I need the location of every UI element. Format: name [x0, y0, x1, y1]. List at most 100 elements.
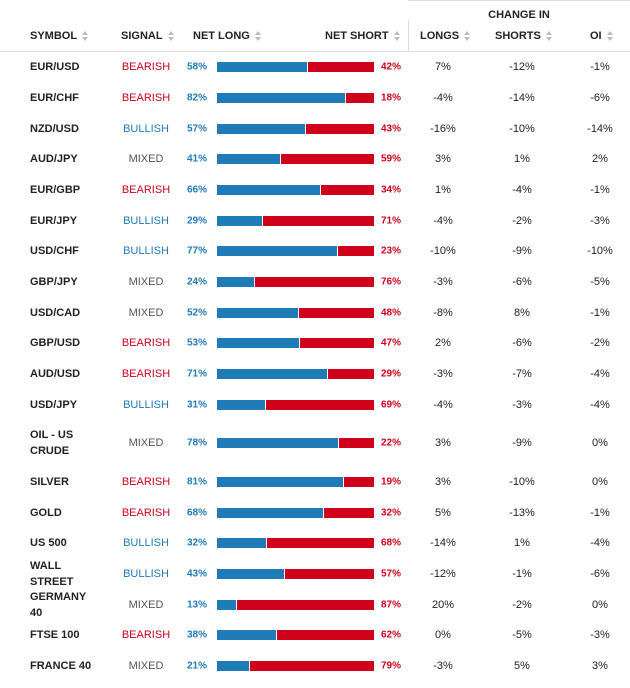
table-row[interactable]: AUD/USD BEARISH 71% 29% -3% -7% -4% — [0, 358, 630, 389]
table-row[interactable]: NZD/USD BULLISH 57% 43% -16% -10% -14% — [0, 113, 630, 144]
sentiment-bar — [217, 630, 374, 640]
sort-net-short-header[interactable]: NET SHORT — [325, 30, 400, 42]
net-short-percent: 43% — [381, 123, 402, 134]
symbol-link[interactable]: FTSE 100 — [30, 629, 80, 641]
longs-change: -14% — [430, 537, 456, 549]
oi-header-label: OI — [590, 30, 602, 42]
symbol-link[interactable]: SILVER — [30, 475, 69, 488]
table-row[interactable]: GBP/JPY MIXED 24% 76% -3% -6% -5% — [0, 266, 630, 297]
signal-label: BULLISH — [123, 398, 169, 411]
signal-label: BULLISH — [123, 245, 169, 257]
sort-signal-header[interactable]: SIGNAL — [121, 30, 174, 42]
change-in-label: CHANGE IN — [488, 9, 550, 21]
net-short-percent: 71% — [381, 215, 402, 226]
sort-arrows-icon — [464, 31, 471, 41]
oi-change: -1% — [590, 306, 610, 319]
table-row[interactable]: USD/CHF BULLISH 77% 23% -10% -9% -10% — [0, 236, 630, 266]
symbol-link[interactable]: AUD/USD — [30, 367, 81, 380]
symbol-link[interactable]: WALL STREET — [30, 559, 74, 588]
longs-change: -4% — [433, 398, 453, 411]
net-short-percent: 48% — [381, 307, 402, 318]
shorts-change: -4% — [512, 183, 532, 196]
table-row[interactable]: USD/JPY BULLISH 31% 69% -4% -3% -4% — [0, 389, 630, 420]
sentiment-bar — [217, 92, 374, 103]
symbol-link[interactable]: GOLD — [30, 506, 62, 519]
symbol-link[interactable]: EUR/JPY — [30, 214, 78, 227]
oi-change: 3% — [592, 659, 608, 672]
shorts-change: -7% — [512, 367, 532, 380]
oi-change: -3% — [590, 214, 610, 227]
table-row[interactable]: US 500 BULLISH 32% 68% -14% 1% -4% — [0, 528, 630, 558]
net-short-percent: 79% — [381, 660, 402, 671]
symbol-link[interactable]: GERMANY 40 — [30, 590, 87, 619]
shorts-change: 8% — [514, 306, 530, 319]
net-long-fill — [217, 630, 277, 640]
sort-shorts-header[interactable]: SHORTS — [495, 30, 552, 42]
net-long-fill — [217, 438, 340, 448]
signal-label: BULLISH — [123, 567, 169, 580]
table-row[interactable]: EUR/GBP BEARISH 66% 34% 1% -4% -1% — [0, 174, 630, 205]
sentiment-bar — [217, 246, 374, 256]
symbol-link[interactable]: EUR/GBP — [30, 183, 81, 196]
table-row[interactable]: EUR/JPY BULLISH 29% 71% -4% -2% -3% — [0, 205, 630, 236]
net-long-fill — [217, 276, 255, 287]
table-row[interactable]: FRANCE 40 MIXED 21% 79% -3% 5% 3% — [0, 650, 630, 681]
sort-arrows-icon — [82, 31, 89, 41]
longs-change: 2% — [435, 337, 451, 349]
table-row[interactable]: FTSE 100 BEARISH 38% 62% 0% -5% -3% — [0, 620, 630, 650]
table-row[interactable]: OIL - US CRUDE MIXED 78% 22% 3% -9% 0% — [0, 420, 630, 466]
oi-change: -1% — [590, 183, 610, 196]
sort-arrows-icon — [606, 31, 613, 41]
shorts-header-label: SHORTS — [495, 30, 541, 42]
table-row[interactable]: EUR/USD BEARISH 58% 42% 7% -12% -1% — [0, 52, 630, 82]
change-in-group-header: CHANGE IN — [408, 0, 630, 26]
oi-change: 2% — [592, 153, 608, 165]
net-short-percent: 42% — [381, 61, 402, 73]
symbol-link[interactable]: NZD/USD — [30, 122, 79, 135]
net-long-fill — [217, 62, 309, 72]
net-long-fill — [217, 307, 299, 318]
oi-change: -6% — [590, 91, 610, 104]
sort-symbol-header[interactable]: SYMBOL — [30, 30, 89, 42]
longs-change: -8% — [433, 306, 453, 319]
table-row[interactable]: GERMANY 40 MIXED 13% 87% 20% -2% 0% — [0, 589, 630, 620]
symbol-link[interactable]: GBP/JPY — [30, 275, 78, 288]
net-long-percent: 68% — [186, 507, 207, 518]
symbol-link[interactable]: OIL - US CRUDE — [30, 429, 74, 457]
symbol-link[interactable]: US 500 — [30, 537, 67, 549]
shorts-change: -10% — [509, 475, 535, 488]
net-short-percent: 18% — [381, 92, 402, 103]
longs-change: 3% — [435, 153, 451, 165]
shorts-change: -9% — [512, 245, 532, 257]
sort-longs-header[interactable]: LONGS — [420, 30, 471, 42]
sentiment-bar — [217, 123, 374, 134]
symbol-link[interactable]: USD/CAD — [30, 306, 81, 319]
symbol-link[interactable]: EUR/USD — [30, 61, 80, 73]
sort-oi-header[interactable]: OI — [590, 30, 613, 42]
symbol-link[interactable]: AUD/JPY — [30, 153, 78, 165]
signal-label: BEARISH — [121, 367, 171, 380]
oi-change: -14% — [587, 122, 613, 135]
table-row[interactable]: SILVER BEARISH 81% 19% 3% -10% 0% — [0, 466, 630, 497]
sort-net-long-header[interactable]: NET LONG — [193, 30, 261, 42]
symbol-link[interactable]: EUR/CHF — [30, 91, 79, 104]
sort-arrows-icon — [167, 31, 174, 41]
table-row[interactable]: GBP/USD BEARISH 53% 47% 2% -6% -2% — [0, 328, 630, 358]
table-row[interactable]: EUR/CHF BEARISH 82% 18% -4% -14% -6% — [0, 82, 630, 113]
net-short-percent: 22% — [381, 437, 402, 449]
symbol-link[interactable]: USD/JPY — [30, 398, 78, 411]
table-row[interactable]: WALL STREET BULLISH 43% 57% -12% -1% -6% — [0, 558, 630, 589]
symbol-link[interactable]: GBP/USD — [30, 337, 81, 349]
sentiment-bar — [217, 438, 374, 448]
oi-change: 0% — [592, 598, 608, 611]
shorts-change: -9% — [512, 437, 532, 449]
shorts-change: -2% — [512, 214, 532, 227]
table-row[interactable]: AUD/JPY MIXED 41% 59% 3% 1% 2% — [0, 144, 630, 174]
net-long-fill — [217, 568, 285, 579]
table-row[interactable]: GOLD BEARISH 68% 32% 5% -13% -1% — [0, 497, 630, 528]
symbol-link[interactable]: FRANCE 40 — [30, 659, 92, 672]
longs-change: 3% — [435, 475, 451, 488]
table-row[interactable]: USD/CAD MIXED 52% 48% -8% 8% -1% — [0, 297, 630, 328]
symbol-link[interactable]: USD/CHF — [30, 245, 79, 257]
net-short-percent: 32% — [381, 507, 402, 518]
